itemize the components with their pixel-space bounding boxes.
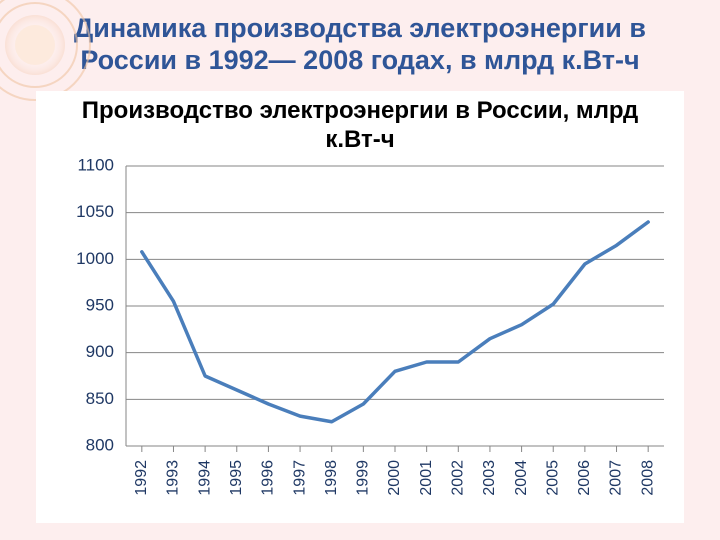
x-tick-label: 2001 (418, 460, 435, 496)
x-tick-label: 2008 (639, 460, 656, 496)
x-tick-label: 1996 (260, 460, 277, 496)
x-tick-label: 1994 (196, 460, 213, 496)
x-tick-label: 1998 (323, 460, 340, 496)
page-header: Динамика производства электроэнергии в Р… (0, 0, 720, 85)
svg-text:1100: 1100 (77, 156, 114, 174)
x-tick-label: 2003 (481, 460, 498, 496)
x-tick-label: 1993 (165, 460, 182, 496)
x-tick-label: 2004 (513, 460, 530, 496)
series-production (142, 222, 648, 422)
x-tick-label: 1992 (133, 460, 150, 496)
chart-title: Производство электроэнергии в России, мл… (36, 91, 684, 157)
svg-text:1050: 1050 (76, 203, 114, 222)
x-tick-label: 2000 (386, 460, 403, 496)
x-tick-label: 2002 (450, 460, 467, 496)
x-tick-label: 1997 (291, 460, 308, 496)
svg-text:800: 800 (86, 436, 114, 455)
page-title: Динамика производства электроэнергии в Р… (30, 12, 690, 77)
x-tick-label: 2006 (576, 460, 593, 496)
svg-text:900: 900 (86, 343, 114, 362)
line-chart: 800 850 900 950 1000 1050 1100 1992 1993 1994 1995… (36, 156, 684, 516)
svg-text:850: 850 (86, 389, 114, 408)
x-tick-label: 1999 (355, 460, 372, 496)
x-tick-label: 1995 (228, 460, 245, 496)
x-tick-label: 2007 (608, 460, 625, 496)
svg-text:1000: 1000 (76, 249, 114, 268)
x-tick-label: 2005 (544, 460, 561, 496)
chart-container: Производство электроэнергии в России, мл… (36, 91, 684, 523)
svg-text:950: 950 (86, 296, 114, 315)
